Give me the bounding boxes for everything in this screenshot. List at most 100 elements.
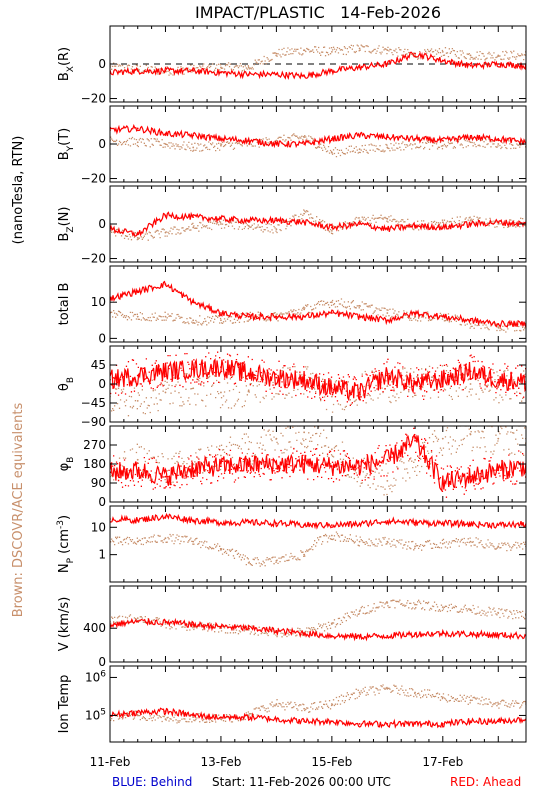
data-point bbox=[220, 144, 222, 147]
data-point bbox=[414, 722, 416, 725]
data-point bbox=[330, 448, 333, 451]
data-point bbox=[386, 136, 389, 138]
data-point bbox=[497, 221, 500, 224]
data-point bbox=[441, 522, 444, 525]
series-ahead bbox=[110, 617, 526, 642]
data-point bbox=[386, 479, 389, 482]
series-brown bbox=[110, 684, 526, 724]
data-point bbox=[220, 548, 222, 551]
data-point bbox=[275, 703, 278, 705]
data-point bbox=[414, 52, 416, 55]
data-point bbox=[247, 521, 250, 524]
y-tick-label: −20 bbox=[81, 172, 106, 186]
panel-v: 400 0 V (km/s) bbox=[57, 585, 527, 669]
data-point bbox=[330, 534, 333, 537]
data-point bbox=[497, 720, 500, 723]
data-point bbox=[136, 290, 139, 293]
data-point bbox=[303, 75, 306, 77]
data-point bbox=[497, 545, 500, 548]
data-point bbox=[469, 323, 472, 325]
data-point bbox=[414, 54, 416, 57]
data-point bbox=[330, 387, 333, 390]
panel-label: θB bbox=[57, 377, 76, 391]
data-point bbox=[303, 136, 306, 138]
y-tick-label: 1 bbox=[98, 548, 106, 562]
data-point bbox=[220, 66, 222, 69]
data-point bbox=[164, 143, 167, 145]
series-brown bbox=[110, 44, 526, 76]
data-point bbox=[247, 219, 250, 222]
data-point bbox=[441, 437, 444, 440]
data-point bbox=[275, 219, 278, 222]
data-point bbox=[414, 439, 416, 442]
data-point bbox=[441, 59, 444, 62]
data-point bbox=[469, 699, 472, 702]
data-point bbox=[303, 378, 306, 381]
data-point bbox=[220, 319, 222, 322]
data-point bbox=[386, 458, 389, 461]
series-brown bbox=[110, 599, 526, 638]
data-point bbox=[136, 458, 139, 461]
plot-area bbox=[110, 44, 526, 80]
data-point bbox=[358, 391, 361, 394]
data-point bbox=[469, 64, 472, 67]
footer-start: Start: 11-Feb-2026 00:00 UTC bbox=[212, 775, 391, 789]
data-point bbox=[220, 454, 222, 457]
plot-area bbox=[110, 426, 526, 498]
data-point bbox=[497, 326, 500, 329]
data-point bbox=[386, 385, 389, 388]
y-tick-label: 106 bbox=[85, 669, 106, 684]
data-point bbox=[275, 463, 278, 465]
data-point bbox=[164, 70, 167, 72]
data-point bbox=[497, 469, 500, 472]
panel-theta: 45 0 −45 −90 θB bbox=[57, 345, 527, 429]
data-point bbox=[303, 720, 306, 723]
data-point bbox=[358, 66, 361, 69]
data-point bbox=[275, 52, 278, 55]
y-tick-label: 10 bbox=[91, 520, 106, 534]
data-point bbox=[136, 540, 139, 543]
data-point bbox=[441, 378, 444, 381]
data-point bbox=[441, 632, 444, 635]
data-point bbox=[358, 148, 361, 151]
series-ahead bbox=[110, 512, 526, 530]
data-point bbox=[441, 542, 444, 545]
data-point bbox=[414, 691, 416, 694]
data-point bbox=[414, 137, 416, 140]
data-point bbox=[164, 391, 167, 394]
data-point bbox=[469, 136, 472, 138]
data-point bbox=[164, 621, 167, 624]
data-point bbox=[441, 139, 444, 142]
data-point bbox=[414, 312, 416, 314]
y-tick-label: −20 bbox=[81, 92, 106, 106]
plot-area bbox=[110, 599, 526, 642]
data-point bbox=[386, 319, 389, 322]
data-point bbox=[136, 315, 139, 318]
data-point bbox=[192, 368, 195, 371]
data-point bbox=[192, 301, 195, 304]
data-point bbox=[247, 73, 250, 76]
plot-area bbox=[110, 209, 526, 241]
data-point bbox=[469, 370, 472, 373]
y-tick-label: 0 bbox=[98, 655, 106, 669]
data-point bbox=[497, 143, 500, 145]
y-tick-label: 90 bbox=[91, 476, 106, 490]
data-point bbox=[414, 521, 416, 524]
data-point bbox=[469, 475, 472, 478]
data-point bbox=[192, 216, 195, 218]
data-point bbox=[220, 312, 222, 314]
data-point bbox=[303, 308, 306, 311]
data-point bbox=[441, 221, 444, 224]
data-point bbox=[330, 301, 333, 304]
data-point bbox=[247, 372, 250, 375]
data-point bbox=[275, 559, 278, 562]
y-tick-label: 0 bbox=[98, 137, 106, 151]
data-point bbox=[220, 716, 222, 719]
data-point bbox=[414, 458, 416, 461]
series-ahead bbox=[110, 433, 526, 492]
data-point bbox=[330, 623, 333, 625]
data-point bbox=[386, 722, 389, 725]
data-point bbox=[275, 228, 278, 231]
footer-red: RED: Ahead bbox=[450, 775, 521, 789]
data-point bbox=[303, 431, 306, 434]
